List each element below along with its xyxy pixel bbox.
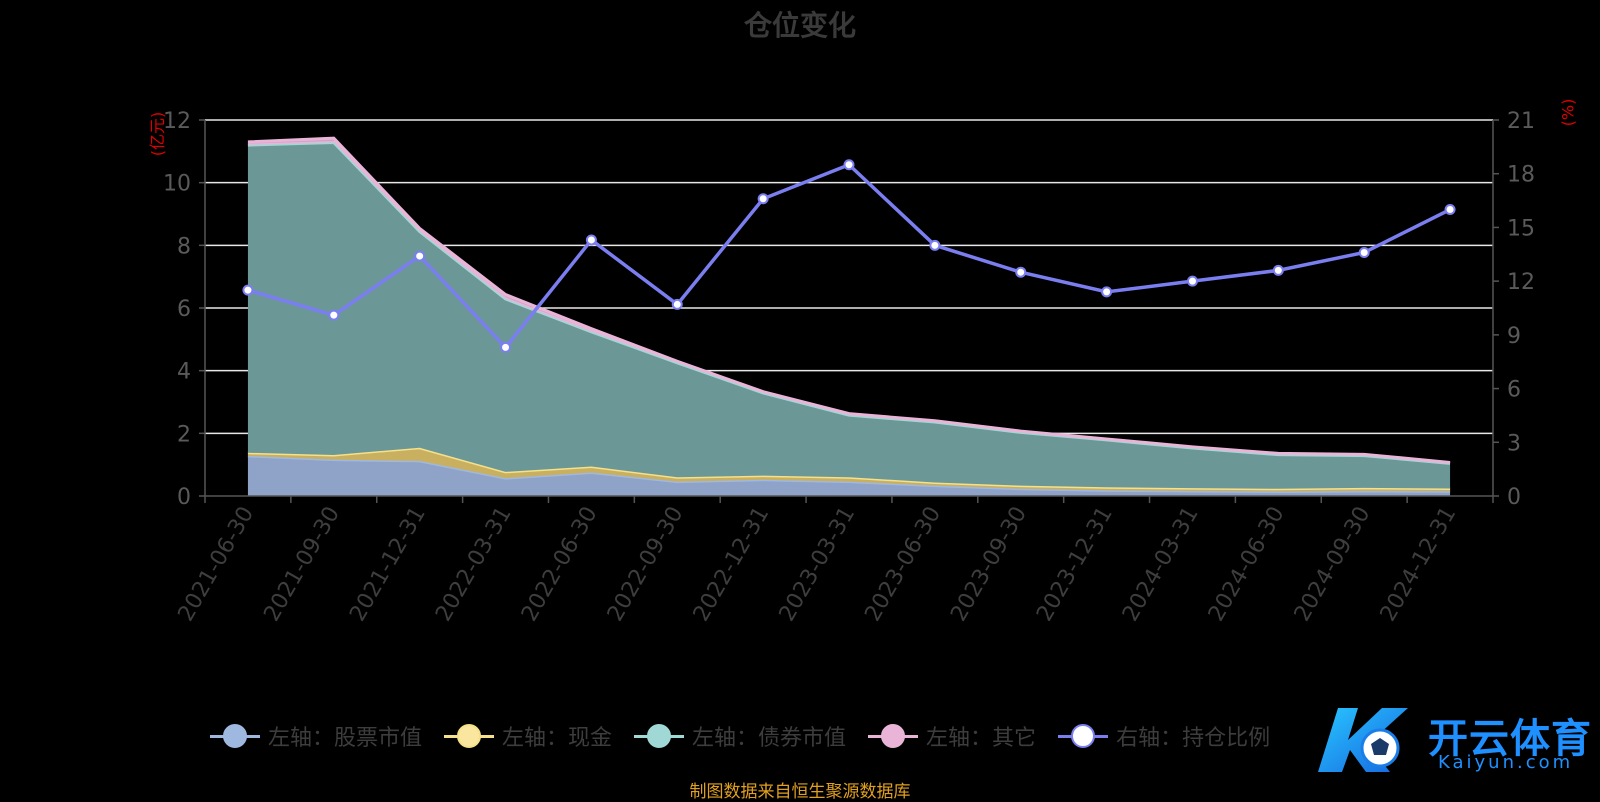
x-tick-label: 2021-09-30 [259, 503, 345, 626]
legend-swatch-other [868, 723, 919, 749]
right-tick-label: 12 [1507, 270, 1535, 295]
chart-title: 仓位变化 [743, 9, 856, 42]
right-tick-label: 6 [1507, 378, 1521, 403]
area-0 [247, 455, 1451, 496]
x-tick-label: 2023-09-30 [946, 503, 1032, 626]
legend-label-position-ratio: 右轴：持仓比例 [1116, 726, 1271, 751]
position-ratio-point [328, 309, 340, 321]
x-tick-label: 2024-12-31 [1376, 503, 1462, 626]
x-tick-label: 2021-06-30 [174, 503, 260, 626]
position-ratio-point [843, 159, 855, 171]
x-tick-label: 2022-03-31 [431, 503, 517, 626]
left-tick-label: 12 [163, 109, 191, 134]
legend-dot [457, 724, 482, 748]
legend-dot [1071, 724, 1096, 748]
legend-swatch-position-ratio [1058, 723, 1109, 749]
x-tick-label: 2022-09-30 [603, 503, 689, 626]
position-ratio-point [671, 298, 683, 310]
x-tick-label: 2023-06-30 [860, 503, 946, 626]
left-tick-label: 2 [177, 422, 191, 447]
legend-item-position-ratio[interactable]: 右轴：持仓比例 [1058, 720, 1270, 752]
position-ratio-point [1101, 286, 1113, 298]
position-ratio-point [1015, 266, 1027, 278]
legend-label-cash: 左轴：现金 [502, 726, 613, 751]
legend-item-bond[interactable]: 左轴：债券市值 [634, 720, 846, 752]
position-ratio-point [1444, 204, 1456, 216]
x-tick-label: 2021-12-31 [345, 502, 431, 625]
x-tick-label: 2022-06-30 [517, 503, 603, 626]
legend-label-other: 左轴：其它 [926, 726, 1037, 751]
area-2 [247, 142, 1451, 489]
x-tick-label: 2023-12-31 [1032, 503, 1118, 626]
position-ratio-point [1186, 275, 1198, 287]
left-tick-label: 6 [177, 297, 191, 322]
data-source-note: 制图数据来自恒生聚源数据库 [689, 782, 911, 802]
legend-swatch-stock [210, 723, 260, 749]
position-ratio-point [585, 234, 597, 246]
right-tick-label: 0 [1507, 485, 1521, 510]
x-tick-label: 2023-03-31 [775, 503, 861, 626]
chart-plot: 0 2 4 6 8 10 12 0 3 6 9 12 15 18 21 2021-06-30 2021-09-3… [163, 109, 1535, 626]
legend-item-other[interactable]: 左轴：其它 [868, 720, 1036, 752]
position-ratio-point [242, 284, 254, 296]
x-tick-label: 2022-12-31 [689, 503, 775, 626]
x-tick-label: 2024-03-31 [1118, 503, 1204, 626]
legend-label-bond: 左轴：债券市值 [692, 726, 847, 751]
right-tick-label: 15 [1507, 216, 1535, 241]
legend-item-stock[interactable]: 左轴：股票市值 [210, 720, 422, 752]
legend-swatch-bond [634, 723, 685, 749]
position-ratio-point [1358, 246, 1370, 258]
left-tick-label: 8 [177, 234, 191, 259]
position-ratio-point [500, 341, 512, 353]
watermark-sub-text: Kaiyun.com [1438, 752, 1574, 773]
right-tick-label: 3 [1507, 431, 1521, 456]
legend-dot [881, 724, 906, 748]
legend-label-stock: 左轴：股票市值 [268, 726, 423, 751]
right-tick-label: 9 [1507, 324, 1521, 349]
legend: 左轴：股票市值 左轴：现金 左轴：债券市值 左轴：其它 右轴：持仓比例 [210, 716, 1270, 756]
position-ratio-point [1272, 264, 1284, 276]
area-edge-line-3 [247, 136, 1451, 464]
position-ratio-point [757, 193, 769, 205]
watermark-logo: 开云体育 Kaiyun.com [1310, 700, 1600, 780]
kaiyun-logo-icon [1318, 708, 1408, 772]
left-tick-label: 10 [163, 172, 191, 197]
legend-dot [647, 724, 672, 748]
x-tick-label: 2024-06-30 [1204, 503, 1290, 626]
position-ratio-point [414, 250, 426, 262]
x-tick-label: 2024-09-30 [1290, 503, 1376, 626]
right-tick-label: 21 [1507, 109, 1535, 134]
right-tick-label: 18 [1507, 163, 1535, 188]
position-ratio-point [929, 239, 941, 251]
legend-swatch-cash [444, 723, 495, 749]
legend-item-cash[interactable]: 左轴：现金 [444, 720, 612, 752]
left-tick-label: 0 [177, 485, 191, 510]
legend-dot [223, 724, 247, 748]
watermark-main-text: 开云体育 [1428, 716, 1592, 762]
left-tick-label: 4 [177, 360, 191, 385]
